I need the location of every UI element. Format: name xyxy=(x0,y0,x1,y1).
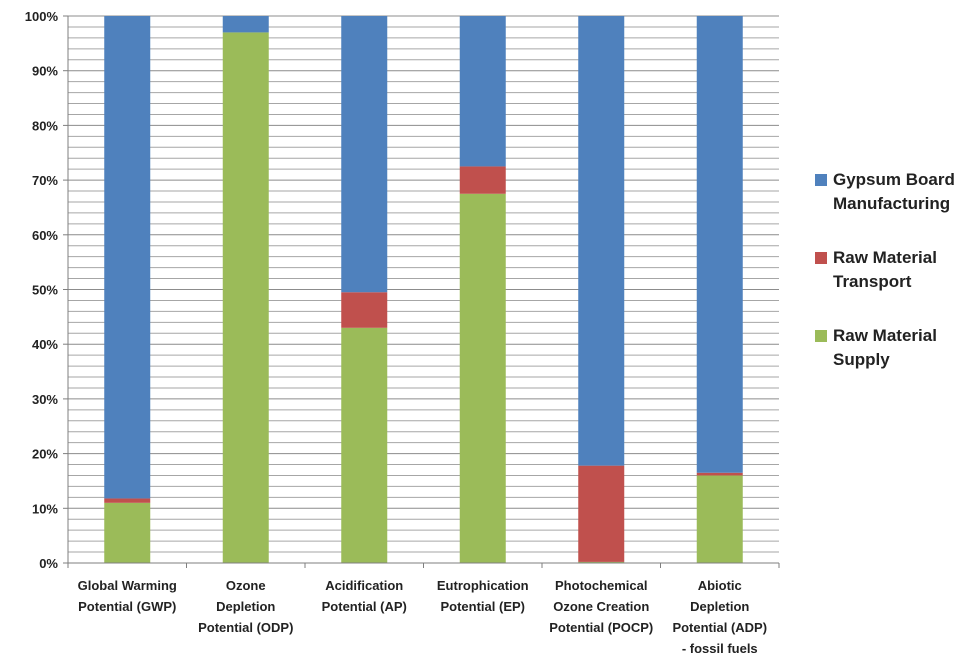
bar-segment-raw-material-supply xyxy=(104,502,151,563)
y-tick-label: 70% xyxy=(32,173,58,188)
x-category-label: Eutrophication xyxy=(437,578,529,593)
x-category-label: Depletion xyxy=(216,599,275,614)
y-tick-label: 0% xyxy=(39,556,58,571)
legend: Gypsum Board Manufacturing Raw Material … xyxy=(815,168,971,402)
bar-segment-gypsum-board-manufacturing xyxy=(459,16,506,167)
x-category-label: Photochemical xyxy=(555,578,647,593)
bar-segment-raw-material-transport xyxy=(578,465,625,562)
legend-swatch-blue xyxy=(815,174,827,186)
legend-swatch-red xyxy=(815,252,827,264)
legend-item-raw-material-supply: Raw Material Supply xyxy=(815,324,971,372)
legend-label-line: Gypsum Board xyxy=(833,170,955,189)
bar-segment-raw-material-transport xyxy=(696,472,743,476)
gridlines xyxy=(68,15,779,564)
axes xyxy=(67,16,780,568)
x-axis-categories: Global Warming Potential (GWP) Ozone Deplet… xyxy=(78,578,767,653)
bar-segment-raw-material-transport xyxy=(104,498,151,503)
x-category-label: Potential (POCP) xyxy=(549,620,653,635)
y-tick-label: 50% xyxy=(32,283,58,298)
bar-segment-raw-material-transport xyxy=(341,292,388,328)
x-category-label: Acidification xyxy=(325,578,403,593)
x-category-label: Potential (ODP) xyxy=(198,620,293,635)
bar-segment-gypsum-board-manufacturing xyxy=(578,16,625,466)
legend-item-raw-material-transport: Raw Material Transport xyxy=(815,246,971,294)
x-category-label: Potential (GWP) xyxy=(78,599,176,614)
bar-segment-raw-material-supply xyxy=(341,327,388,563)
bar-segment-gypsum-board-manufacturing xyxy=(341,16,388,293)
x-category-label: Global Warming xyxy=(78,578,177,593)
y-tick-label: 100% xyxy=(25,9,59,24)
legend-swatch-green xyxy=(815,330,827,342)
y-tick-label: 40% xyxy=(32,337,58,352)
bar-segment-raw-material-supply xyxy=(222,32,269,564)
y-tick-label: 90% xyxy=(32,64,58,79)
y-axis-ticks: 0% 10% 20% 30% 40% 50% 60% 70% 80% 90% 100% xyxy=(25,9,68,571)
legend-item-gypsum-board-manufacturing: Gypsum Board Manufacturing xyxy=(815,168,971,216)
legend-label-line: Raw Material xyxy=(833,326,937,345)
bar-segment-raw-material-supply xyxy=(578,561,625,563)
y-tick-label: 30% xyxy=(32,392,58,407)
x-category-label: Abiotic xyxy=(698,578,742,593)
y-tick-label: 60% xyxy=(32,228,58,243)
x-category-label: Depletion xyxy=(690,599,749,614)
legend-label-line: Supply xyxy=(833,350,890,369)
legend-label-line: Transport xyxy=(833,272,912,291)
bar-segment-gypsum-board-manufacturing xyxy=(222,16,269,33)
legend-label-line: Raw Material xyxy=(833,248,937,267)
y-tick-label: 80% xyxy=(32,118,58,133)
bar-segment-raw-material-supply xyxy=(696,475,743,563)
bar-segment-gypsum-board-manufacturing xyxy=(104,16,151,499)
bar-segment-raw-material-transport xyxy=(459,166,506,194)
bars xyxy=(104,16,743,564)
x-category-label: Potential (ADP) xyxy=(672,620,767,635)
x-category-label: Potential (AP) xyxy=(322,599,407,614)
bar-segment-gypsum-board-manufacturing xyxy=(696,16,743,473)
y-tick-label: 20% xyxy=(32,447,58,462)
bar-segment-raw-material-supply xyxy=(459,193,506,563)
x-category-label: Ozone Creation xyxy=(553,599,649,614)
y-tick-label: 10% xyxy=(32,501,58,516)
x-category-label: Ozone xyxy=(226,578,266,593)
x-category-label: Potential (EP) xyxy=(440,599,525,614)
x-category-label: - fossil fuels xyxy=(682,641,758,653)
legend-label-line: Manufacturing xyxy=(833,194,951,213)
